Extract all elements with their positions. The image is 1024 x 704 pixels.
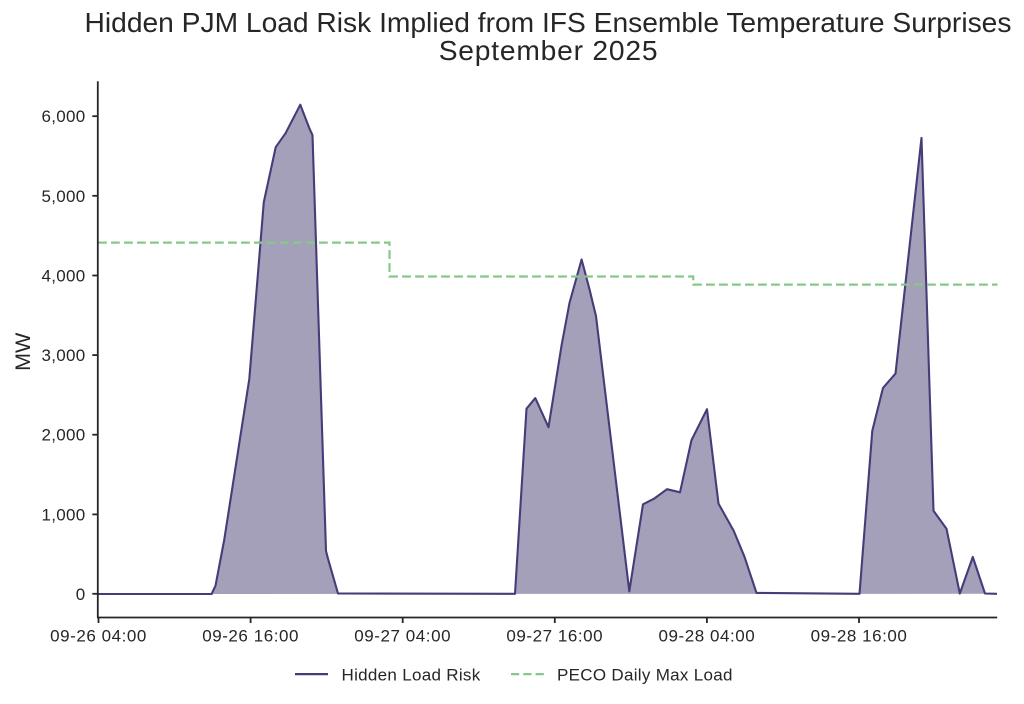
svg-text:0: 0 (76, 585, 86, 604)
svg-text:1,000: 1,000 (41, 505, 85, 524)
svg-text:6,000: 6,000 (41, 107, 85, 126)
svg-text:MW: MW (11, 332, 35, 371)
svg-text:PECO Daily Max Load: PECO Daily Max Load (557, 666, 733, 685)
svg-text:2,000: 2,000 (41, 426, 85, 445)
svg-text:5,000: 5,000 (41, 187, 85, 206)
svg-text:Hidden Load Risk: Hidden Load Risk (342, 666, 481, 685)
svg-text:Hidden PJM Load Risk Implied f: Hidden PJM Load Risk Implied from IFS En… (85, 6, 1012, 38)
svg-text:September 2025: September 2025 (439, 34, 659, 66)
svg-text:09-27 04:00: 09-27 04:00 (354, 627, 451, 646)
svg-text:09-26 04:00: 09-26 04:00 (50, 627, 147, 646)
svg-text:09-26 16:00: 09-26 16:00 (202, 627, 299, 646)
svg-text:3,000: 3,000 (41, 346, 85, 365)
svg-text:4,000: 4,000 (41, 267, 85, 286)
svg-text:09-28 16:00: 09-28 16:00 (811, 627, 908, 646)
svg-text:09-27 16:00: 09-27 16:00 (506, 627, 603, 646)
svg-text:09-28 04:00: 09-28 04:00 (659, 627, 756, 646)
